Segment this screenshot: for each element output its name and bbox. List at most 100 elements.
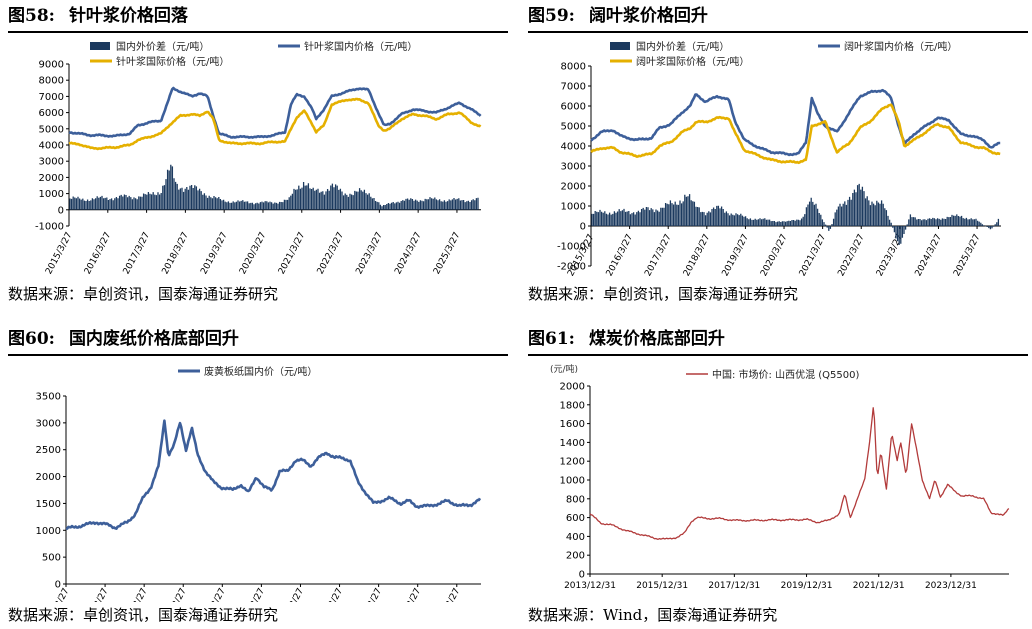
y-tick-label: 1000 [561,202,586,213]
legend-label: 中国: 市场价: 山西优混 (Q5500) [712,368,859,381]
figure-caption: 煤炭价格底部回升 [588,329,725,349]
x-tick-label: 2023/3/27 [355,231,385,276]
y-tick-label: 1400 [560,438,585,449]
y-tick-label: 0 [579,570,585,581]
x-tick-label: 2018/3/27 [158,587,188,602]
y-tick-label: -1000 [35,222,64,233]
y-tick-label: 3000 [36,418,61,429]
y-tick-label: 8000 [39,76,64,87]
y-tick-label: 1200 [560,457,585,468]
figure-title: 图59: 阔叶浆价格回升 [528,3,708,29]
legend-label: 国内外价差（元/吨） [116,40,209,53]
figure-number: 图60: [8,329,55,349]
y-tick-label: 0 [58,205,64,216]
y-tick-label: 3000 [561,162,586,173]
x-tick-label: 2017/3/27 [122,231,152,276]
legend-label: 针叶浆国内价格（元/吨） [304,40,417,53]
x-tick-label: 2015/12/31 [636,581,688,591]
x-tick-label: 2019/12/31 [781,581,833,591]
figure-number: 图59: [528,6,575,26]
y-tick-label: 4000 [39,141,64,152]
legend-label: 废黄板纸国内价（元/吨） [204,365,317,378]
figure-caption: 针叶浆价格回落 [68,6,188,26]
pulp-hardwood-chart: 国内外价差（元/吨） 阔叶浆国内价格（元/吨） 阔叶浆国际价格（元/吨） -2000 -… [557,40,1001,276]
title-rule [8,354,508,356]
x-tick-label: 2021/12/31 [853,581,905,591]
figure-caption: 国内废纸价格底部回升 [68,329,239,349]
x-tick-label: 2023/12/31 [925,581,977,591]
x-tick-label: 2024/3/27 [393,231,423,276]
unit-label: (元/吨) [550,363,578,375]
source-note: 数据来源：卓创资讯，国泰海通证券研究 [8,606,279,624]
source-note: 数据来源：卓创资讯，国泰海通证券研究 [8,285,279,303]
figure-number: 图61: [528,329,575,349]
pulp-softwood-chart: 国内外价差（元/吨） 针叶浆国内价格（元/吨） 针叶浆国际价格（元/吨） -1000 0… [35,40,482,276]
x-tick-label: 2016/3/27 [605,233,635,276]
series-line [589,407,1010,540]
y-tick-label: 2500 [36,445,61,456]
y-tick-label: 3500 [36,392,61,403]
y-tick-label: 5000 [561,122,586,133]
x-tick-label: 2017/3/27 [643,233,673,276]
series-line [65,419,482,530]
y-tick-label: 8000 [561,62,586,73]
title-rule [528,354,1028,356]
y-tick-label: 1000 [36,526,61,537]
legend-label: 国内外价差（元/吨） [636,40,729,53]
x-tick-label: 2025/3/27 [432,231,462,276]
y-tick-label: 6000 [39,108,64,119]
y-tick-label: 400 [566,532,585,543]
legend-label: 阔叶浆国内价格（元/吨） [844,40,957,53]
x-tick-label: 2016/3/27 [80,587,110,602]
y-tick-label: 2000 [36,472,61,483]
y-tick-label: 7000 [561,82,586,93]
figure-title: 图61: 煤炭价格底部回升 [528,326,725,352]
y-tick-label: 1500 [36,499,61,510]
x-tick-label: 2022/3/27 [316,231,346,276]
x-tick-label: 2019/3/27 [197,587,227,602]
series-line [590,103,1001,165]
x-tick-label: 2019/3/27 [199,231,229,276]
x-tick-label: 2021/3/27 [277,231,307,276]
legend-swatch [90,42,110,50]
x-tick-label: 2020/3/27 [238,231,268,276]
y-tick-label: 1000 [560,476,585,487]
y-tick-label: 1800 [560,400,585,411]
x-tick-label: 2017/3/27 [119,587,149,602]
figure-title: 图58: 针叶浆价格回落 [8,3,188,29]
coal-price-chart: (元/吨) 中国: 市场价: 山西优混 (Q5500) 0 200 400 600 800 1… [550,363,1010,591]
series-line [590,88,1001,157]
x-tick-label: 2018/3/27 [682,233,712,276]
legend-swatch [610,42,630,50]
y-tick-label: 2000 [560,382,585,393]
x-tick-label: 2022/3/27 [836,233,866,276]
x-tick-label: 2020/3/27 [237,587,267,602]
x-tick-label: 2013/12/31 [564,581,616,591]
legend-label: 针叶浆国际价格（元/吨） [116,55,229,68]
waste-paper-chart: 废黄板纸国内价（元/吨） 0 500 1000 1500 2000 2500 3000 3500… [36,365,482,602]
y-tick-label: 2000 [39,173,64,184]
x-tick-label: 2019/3/27 [721,233,751,276]
x-tick-label: 2021/3/27 [798,233,828,276]
y-tick-label: -2000 [557,262,586,273]
y-tick-label: 5000 [39,124,64,135]
y-tick-label: 600 [566,513,585,524]
y-tick-label: 4000 [561,142,586,153]
series-line [68,86,482,139]
series-line [68,97,482,151]
x-tick-label: 2024/3/27 [914,233,944,276]
legend-label: 阔叶浆国际价格（元/吨） [636,55,749,68]
x-tick-label: 2015/3/27 [44,231,74,276]
x-tick-label: 2022/3/27 [315,587,345,602]
x-tick-label: 2024/3/27 [393,587,423,602]
y-tick-label: 0 [580,222,586,233]
figure-caption: 阔叶浆价格回升 [588,6,708,26]
title-rule [8,31,508,33]
y-tick-label: -1000 [557,242,586,253]
y-tick-label: 800 [566,494,585,505]
x-tick-label: 2025/3/27 [952,233,982,276]
figure-title: 图60: 国内废纸价格底部回升 [8,326,239,352]
y-tick-label: 6000 [561,102,586,113]
y-tick-label: 500 [42,553,61,564]
x-tick-label: 2025/3/27 [432,587,462,602]
